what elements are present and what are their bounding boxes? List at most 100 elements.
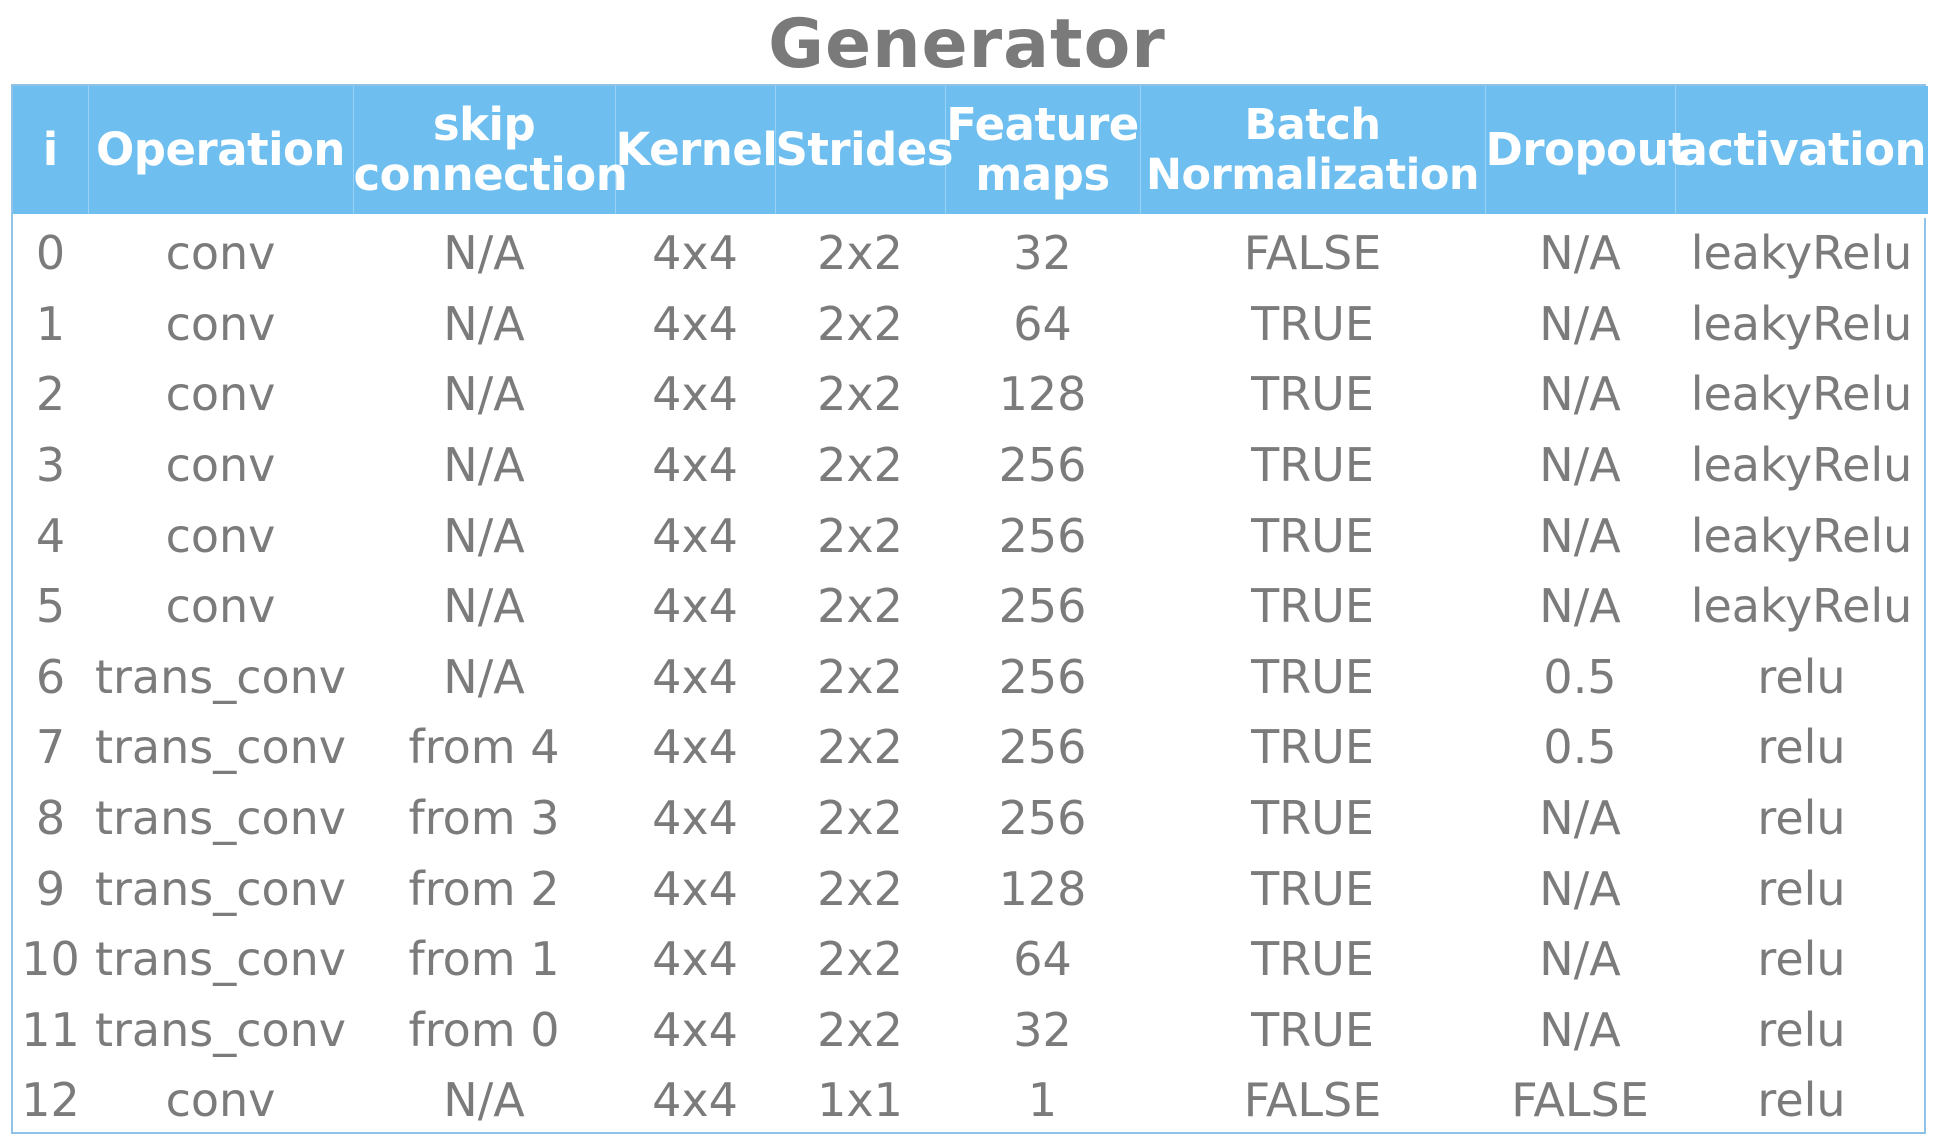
cell-feature-maps: 64 bbox=[1013, 296, 1072, 351]
cell-strides: 2x2 bbox=[817, 438, 903, 493]
cell-activation: leakyRelu bbox=[1690, 438, 1913, 493]
cell-kernel: 4x4 bbox=[652, 508, 738, 563]
data-table: i Operation skip connection Kernel Strid… bbox=[13, 86, 1928, 1136]
cell-batch-normalization: FALSE bbox=[1243, 1073, 1382, 1128]
cell-activation: relu bbox=[1757, 649, 1846, 704]
cell-batch-normalization: TRUE bbox=[1251, 932, 1374, 987]
cell-strides: 2x2 bbox=[817, 791, 903, 846]
cell-activation: relu bbox=[1757, 1073, 1846, 1128]
cell-activation: relu bbox=[1757, 1002, 1846, 1057]
cell-feature-maps: 256 bbox=[998, 508, 1087, 563]
cell-skip-connection: N/A bbox=[443, 226, 525, 281]
cell-skip-connection: from 4 bbox=[408, 720, 560, 775]
cell-activation: relu bbox=[1757, 720, 1846, 775]
cell-index: 12 bbox=[21, 1073, 80, 1128]
cell-dropout: FALSE bbox=[1511, 1073, 1649, 1128]
cell-kernel: 4x4 bbox=[652, 1073, 738, 1128]
column-header-activation: activation bbox=[1674, 86, 1928, 214]
cell-operation: trans_conv bbox=[94, 791, 347, 846]
table-row: 5 conv N/A 4x4 2x2 256 TRUE N/A leakyRelu bbox=[13, 571, 1928, 642]
cell-kernel: 4x4 bbox=[652, 579, 738, 634]
cell-strides: 2x2 bbox=[817, 508, 903, 563]
cell-batch-normalization: TRUE bbox=[1251, 296, 1374, 351]
cell-dropout: N/A bbox=[1539, 367, 1621, 422]
cell-activation: relu bbox=[1757, 791, 1846, 846]
table-body: 0 conv N/A 4x4 2x2 32 FALSE N/A leakyRelu 1 conv N/… bbox=[13, 218, 1928, 1136]
cell-index: 6 bbox=[35, 649, 66, 704]
column-header-operation: Operation bbox=[87, 86, 353, 214]
cell-operation: conv bbox=[165, 579, 276, 634]
cell-strides: 2x2 bbox=[817, 1002, 903, 1057]
column-header-skip-connection: skip connection bbox=[352, 86, 628, 214]
cell-dropout: 0.5 bbox=[1543, 720, 1617, 775]
cell-dropout: N/A bbox=[1539, 791, 1621, 846]
cell-operation: conv bbox=[165, 367, 276, 422]
cell-index: 10 bbox=[21, 932, 80, 987]
cell-index: 4 bbox=[35, 508, 66, 563]
cell-feature-maps: 1 bbox=[1027, 1073, 1058, 1128]
cell-batch-normalization: TRUE bbox=[1251, 861, 1374, 916]
generator-table: i Operation skip connection Kernel Strid… bbox=[11, 84, 1928, 1136]
column-header-feature-maps: Feature maps bbox=[944, 86, 1140, 214]
cell-kernel: 4x4 bbox=[652, 791, 738, 846]
cell-skip-connection: N/A bbox=[443, 579, 525, 634]
cell-dropout: N/A bbox=[1539, 579, 1621, 634]
cell-skip-connection: N/A bbox=[443, 367, 525, 422]
cell-skip-connection: N/A bbox=[443, 649, 525, 704]
column-header-dropout: Dropout bbox=[1484, 86, 1690, 214]
cell-strides: 2x2 bbox=[817, 296, 903, 351]
cell-feature-maps: 256 bbox=[998, 579, 1087, 634]
cell-batch-normalization: TRUE bbox=[1251, 508, 1374, 563]
cell-batch-normalization: FALSE bbox=[1243, 226, 1382, 281]
cell-feature-maps: 32 bbox=[1013, 1002, 1072, 1057]
cell-operation: trans_conv bbox=[94, 649, 347, 704]
cell-dropout: N/A bbox=[1539, 1002, 1621, 1057]
cell-strides: 2x2 bbox=[817, 861, 903, 916]
cell-strides: 2x2 bbox=[817, 226, 903, 281]
cell-dropout: 0.5 bbox=[1543, 649, 1617, 704]
cell-operation: conv bbox=[165, 1073, 276, 1128]
cell-skip-connection: N/A bbox=[443, 296, 525, 351]
table-row: 3 conv N/A 4x4 2x2 256 TRUE N/A leakyRelu bbox=[13, 430, 1928, 501]
table-row: 8 trans_conv from 3 4x4 2x2 256 TRUE N/A relu bbox=[13, 783, 1928, 854]
cell-index: 11 bbox=[21, 1002, 80, 1057]
cell-index: 8 bbox=[35, 791, 66, 846]
cell-strides: 2x2 bbox=[817, 367, 903, 422]
cell-activation: leakyRelu bbox=[1690, 367, 1913, 422]
cell-kernel: 4x4 bbox=[652, 438, 738, 493]
cell-strides: 1x1 bbox=[817, 1073, 903, 1128]
cell-feature-maps: 256 bbox=[998, 720, 1087, 775]
cell-batch-normalization: TRUE bbox=[1251, 579, 1374, 634]
cell-dropout: N/A bbox=[1539, 226, 1621, 281]
header-spacer bbox=[13, 214, 1928, 218]
cell-kernel: 4x4 bbox=[652, 861, 738, 916]
cell-operation: trans_conv bbox=[94, 1002, 347, 1057]
cell-feature-maps: 256 bbox=[998, 438, 1087, 493]
cell-feature-maps: 128 bbox=[998, 861, 1087, 916]
cell-kernel: 4x4 bbox=[652, 1002, 738, 1057]
cell-strides: 2x2 bbox=[817, 649, 903, 704]
cell-batch-normalization: TRUE bbox=[1251, 367, 1374, 422]
cell-dropout: N/A bbox=[1539, 508, 1621, 563]
cell-kernel: 4x4 bbox=[652, 932, 738, 987]
cell-activation: leakyRelu bbox=[1690, 296, 1913, 351]
cell-skip-connection: N/A bbox=[443, 1073, 525, 1128]
cell-index: 1 bbox=[35, 296, 66, 351]
table-row: 4 conv N/A 4x4 2x2 256 TRUE N/A leakyRelu bbox=[13, 500, 1928, 571]
column-header-kernel: Kernel bbox=[614, 86, 778, 214]
cell-batch-normalization: TRUE bbox=[1251, 649, 1374, 704]
cell-skip-connection: from 1 bbox=[408, 932, 560, 987]
cell-feature-maps: 32 bbox=[1013, 226, 1072, 281]
cell-operation: conv bbox=[165, 296, 276, 351]
cell-activation: relu bbox=[1757, 861, 1846, 916]
table-row: 2 conv N/A 4x4 2x2 128 TRUE N/A leakyRelu bbox=[13, 359, 1928, 430]
table-row: 7 trans_conv from 4 4x4 2x2 256 TRUE 0.5 relu bbox=[13, 712, 1928, 783]
cell-kernel: 4x4 bbox=[652, 649, 738, 704]
cell-index: 9 bbox=[35, 861, 66, 916]
cell-activation: leakyRelu bbox=[1690, 579, 1913, 634]
cell-operation: conv bbox=[165, 438, 276, 493]
cell-kernel: 4x4 bbox=[652, 367, 738, 422]
table-row: 11 trans_conv from 0 4x4 2x2 32 TRUE N/A relu bbox=[13, 995, 1928, 1066]
table-row: 9 trans_conv from 2 4x4 2x2 128 TRUE N/A relu bbox=[13, 853, 1928, 924]
column-header-i: i bbox=[42, 123, 58, 176]
